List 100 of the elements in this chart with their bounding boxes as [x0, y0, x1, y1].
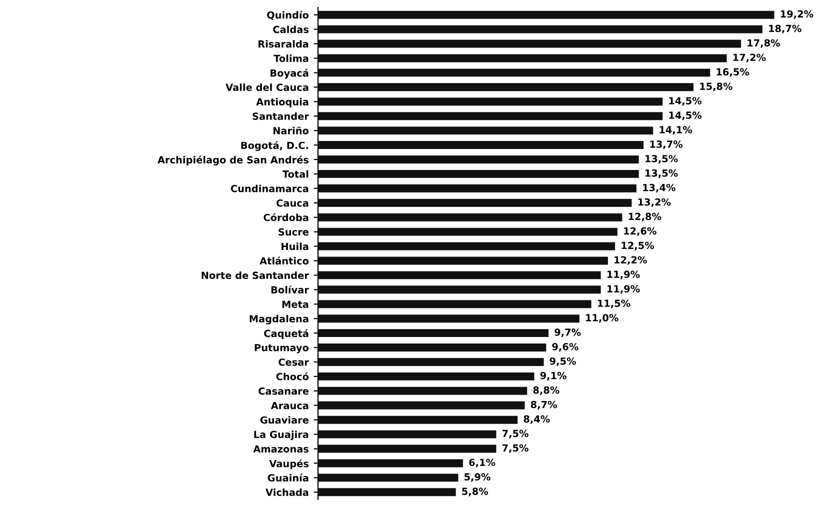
bar — [318, 286, 601, 294]
data-label: 9,1% — [540, 372, 566, 381]
bar — [318, 170, 639, 178]
data-label: 11,5% — [598, 300, 630, 308]
bar — [318, 40, 742, 48]
data-label: 8,7% — [530, 400, 557, 410]
bar — [318, 329, 549, 338]
data-label: 13,4% — [643, 184, 676, 192]
data-label: 15,8% — [700, 82, 732, 92]
y-tick-label: Bolívar — [271, 286, 309, 294]
data-label: 5,8% — [462, 488, 488, 496]
y-tick-label: Córdoba — [264, 213, 308, 222]
y-tick-label: Tolima — [274, 54, 308, 62]
data-label: 13,2% — [638, 198, 671, 207]
y-tick-label: Guainía — [268, 474, 308, 482]
y-tick-label: Caquetá — [264, 329, 308, 339]
data-label: 14,5% — [669, 97, 702, 106]
bar — [318, 358, 544, 366]
y-tick-label: Magdalena — [250, 314, 308, 324]
y-tick-label: Arauca — [270, 402, 308, 410]
y-tick-label: Guaviare — [260, 416, 309, 424]
y-tick-label: Nariño — [273, 126, 309, 134]
data-label: 12,5% — [622, 242, 654, 250]
y-tick-label: Sucre — [278, 228, 309, 236]
bar — [318, 126, 654, 135]
data-label: 14,1% — [660, 126, 692, 135]
data-label: 11,9% — [607, 285, 640, 294]
data-label: 18,7% — [769, 24, 802, 34]
y-tick-label: Bogotá, D.C. — [241, 141, 308, 152]
bar — [318, 68, 710, 77]
bar — [318, 430, 496, 438]
data-label: 9,7% — [554, 328, 581, 338]
y-tick-label: Atlántico — [260, 256, 309, 265]
bar — [318, 112, 663, 120]
data-label: 12,6% — [624, 227, 656, 236]
data-label: 13,5% — [645, 169, 678, 178]
bar — [318, 156, 639, 164]
bar — [318, 444, 496, 453]
bar — [318, 459, 463, 468]
y-tick-label: Caldas — [273, 26, 309, 34]
data-label: 16,5% — [716, 68, 750, 77]
bar — [318, 198, 632, 207]
data-label: 13,7% — [650, 140, 683, 150]
bar — [318, 54, 727, 62]
data-label: 6,1% — [469, 458, 496, 468]
y-tick-label: La Guajira — [254, 430, 308, 440]
bar — [318, 416, 518, 424]
bar — [318, 98, 663, 106]
data-label: 7,5% — [502, 430, 528, 438]
y-tick-label: Cesar — [278, 358, 309, 366]
bar — [318, 256, 608, 265]
y-tick-label: Casanare — [258, 387, 309, 395]
bar — [318, 300, 592, 308]
data-label: 13,5% — [645, 154, 678, 164]
bar — [318, 314, 580, 323]
y-tick-label: Chocó — [276, 372, 309, 380]
data-label: 8,8% — [533, 386, 560, 395]
data-label: 11,9% — [607, 270, 640, 280]
y-tick-label: Vichada — [266, 488, 308, 496]
y-tick-label: Risaralda — [258, 40, 308, 48]
y-tick-label: Amazonas — [253, 445, 309, 453]
bar — [318, 141, 644, 149]
bar — [318, 25, 762, 34]
y-tick-label: Archipiélago de San Andrés — [158, 156, 309, 166]
y-tick-label: Quindío — [267, 10, 309, 20]
bar — [318, 184, 636, 192]
bar — [318, 474, 458, 482]
bar — [318, 401, 525, 410]
bar — [318, 488, 456, 496]
bar — [318, 83, 694, 92]
y-tick-label: Putumayo — [254, 344, 309, 354]
data-label: 8,4% — [524, 415, 550, 424]
bar — [318, 372, 534, 380]
bar — [318, 344, 546, 352]
y-tick-label: Total — [282, 170, 308, 178]
data-label: 11,0% — [586, 314, 618, 323]
y-tick-label: Santander — [252, 112, 309, 120]
bar — [318, 271, 601, 280]
y-tick-label: Valle del Cauca — [226, 83, 308, 91]
data-label: 12,8% — [628, 212, 662, 222]
data-label: 9,6% — [552, 342, 578, 352]
y-tick-label: Cauca — [276, 199, 308, 207]
y-tick-label: Antioquia — [256, 98, 308, 108]
y-tick-label: Norte de Santander — [202, 272, 309, 280]
y-tick-label: Meta — [282, 300, 308, 308]
y-tick-label: Cundinamarca — [230, 184, 308, 192]
data-label: 17,2% — [733, 54, 766, 62]
data-label: 19,2% — [780, 10, 814, 19]
data-label: 7,5% — [502, 444, 528, 453]
bar — [318, 213, 622, 222]
bar — [318, 228, 618, 236]
bar — [318, 386, 528, 395]
data-label: 14,5% — [669, 112, 702, 120]
y-tick-label: Boyacá — [270, 68, 308, 79]
data-label: 9,5% — [550, 357, 576, 366]
bar — [318, 10, 774, 19]
y-tick-label: Huila — [282, 242, 308, 250]
bar — [318, 242, 616, 250]
data-label: 5,9% — [464, 473, 490, 482]
data-label: 17,8% — [748, 39, 780, 48]
